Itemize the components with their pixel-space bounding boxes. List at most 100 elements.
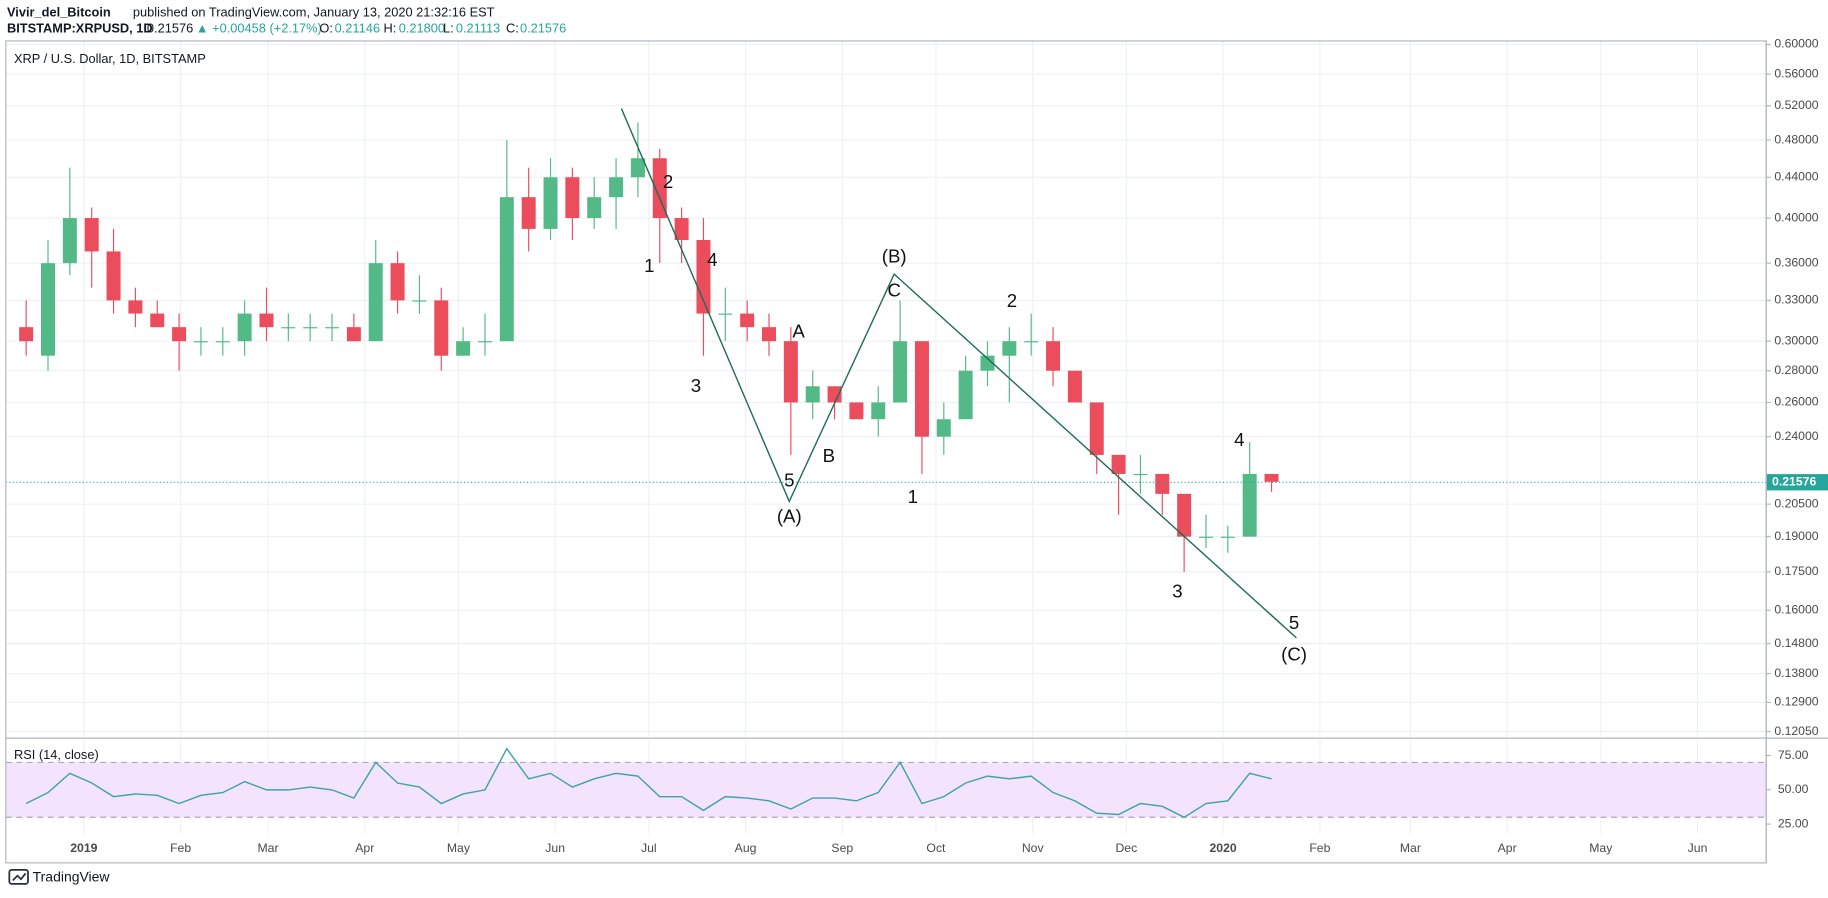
x-tick-label: Aug [735,841,757,855]
wave-label: 4 [1234,429,1244,450]
last-price-label: 0.21576 [1772,475,1816,489]
candle-body [1220,536,1235,538]
candle-body [718,313,733,315]
wave-label: (C) [1281,643,1307,664]
y-tick-label: 0.17500 [1774,564,1818,578]
candle-body [1024,341,1039,343]
candle-body [914,341,929,437]
c: 0.21576 [520,21,566,36]
candle-body [762,327,777,342]
y-tick-label: 25.00 [1778,816,1809,830]
x-tick-label: Oct [926,841,946,855]
candle-body [609,177,624,198]
l: 0.21113 [456,21,500,36]
candle-body [390,263,405,301]
candle-body [1067,370,1082,403]
y-tick-label: 50.00 [1778,782,1809,796]
h-label: H: [384,21,397,36]
wave-label: B [823,445,835,466]
rsi-band [5,762,1767,818]
candle-body [893,341,908,403]
x-tick-label: Feb [170,841,191,855]
elliott-wave-lines [620,108,1297,639]
candle-body [477,341,492,343]
wave-label: 2 [663,171,673,192]
plot-border [5,40,1767,864]
candle-body [303,327,318,329]
x-tick-label: Dec [1115,841,1137,855]
wave-label: 2 [1007,290,1017,311]
candle-body [106,251,121,301]
candle-body [1155,473,1170,494]
x-tick-label: Jun [545,841,565,855]
y-tick-label: 0.52000 [1774,98,1818,112]
change: ▲ +0.00458 (+2.17%) [196,21,322,36]
wave-label: 5 [1289,612,1299,633]
y-tick-label: 0.26000 [1774,395,1818,409]
y-tick-label: 0.40000 [1774,210,1818,224]
candle-body [62,218,77,264]
candle-body [958,370,973,420]
x-tick-label: Nov [1022,841,1045,855]
candle-body [1046,341,1061,371]
candle-body [281,327,296,329]
candle-body [1264,473,1279,482]
candle-body [412,300,427,302]
y-tick-label: 0.19000 [1774,529,1818,543]
candle-body [565,177,580,219]
candle-body [259,313,274,328]
y-tick-label: 0.13800 [1774,666,1818,680]
y-tick-label: 0.12900 [1774,695,1818,709]
x-tick-label: Jun [1688,841,1708,855]
x-tick-label: May [1589,841,1613,855]
candle-body [237,313,252,342]
l-label: L: [443,21,454,36]
candle-body [172,327,187,342]
wave-label: (A) [777,506,802,527]
wave-label: C [887,280,900,301]
last: 0.21576 [147,21,193,36]
candle-body [1089,402,1104,455]
y-tick-label: 0.44000 [1774,170,1818,184]
candle-body [849,402,864,420]
x-tick-label: Jul [641,841,657,855]
y-tick-label: 0.24000 [1774,429,1818,443]
candle-body [740,313,755,328]
candle-body [587,197,602,219]
wave-label: 1 [644,255,654,276]
pane-title: RSI (14, close) [14,747,99,762]
wave-label: 4 [707,249,717,270]
y-tick-label: 0.36000 [1774,255,1818,269]
candle-body [783,341,798,403]
candle-body [346,327,361,342]
y-tick-label: 0.48000 [1774,132,1818,146]
candle-body [936,419,951,437]
candle-body [41,263,55,356]
x-tick-label: Mar [1400,841,1421,855]
candle-body [1198,536,1213,538]
candle-body [674,218,689,241]
x-tick-label: Mar [257,841,278,855]
x-tick-label: May [447,841,471,855]
y-tick-label: 0.20500 [1774,496,1818,510]
candle-body [980,355,995,371]
y-tick-label: 75.00 [1778,748,1809,762]
x-tick-label: Sep [831,841,853,855]
candle-body [630,158,645,178]
x-tick-label: Feb [1309,841,1330,855]
candle-body [499,197,514,342]
candle-body [434,300,449,356]
candle-body [325,327,340,329]
candle-body [1133,473,1148,476]
last-price-badge [1766,474,1828,491]
candle-body [150,313,165,328]
y-tick-label: 0.56000 [1774,66,1818,80]
wave-label: 3 [691,375,701,396]
y-tick-label: 0.33000 [1774,293,1818,307]
y-tick-label: 0.30000 [1774,333,1818,347]
x-tick-label: 2020 [1210,841,1237,855]
logo [8,868,29,885]
wave-label: A [792,320,805,341]
